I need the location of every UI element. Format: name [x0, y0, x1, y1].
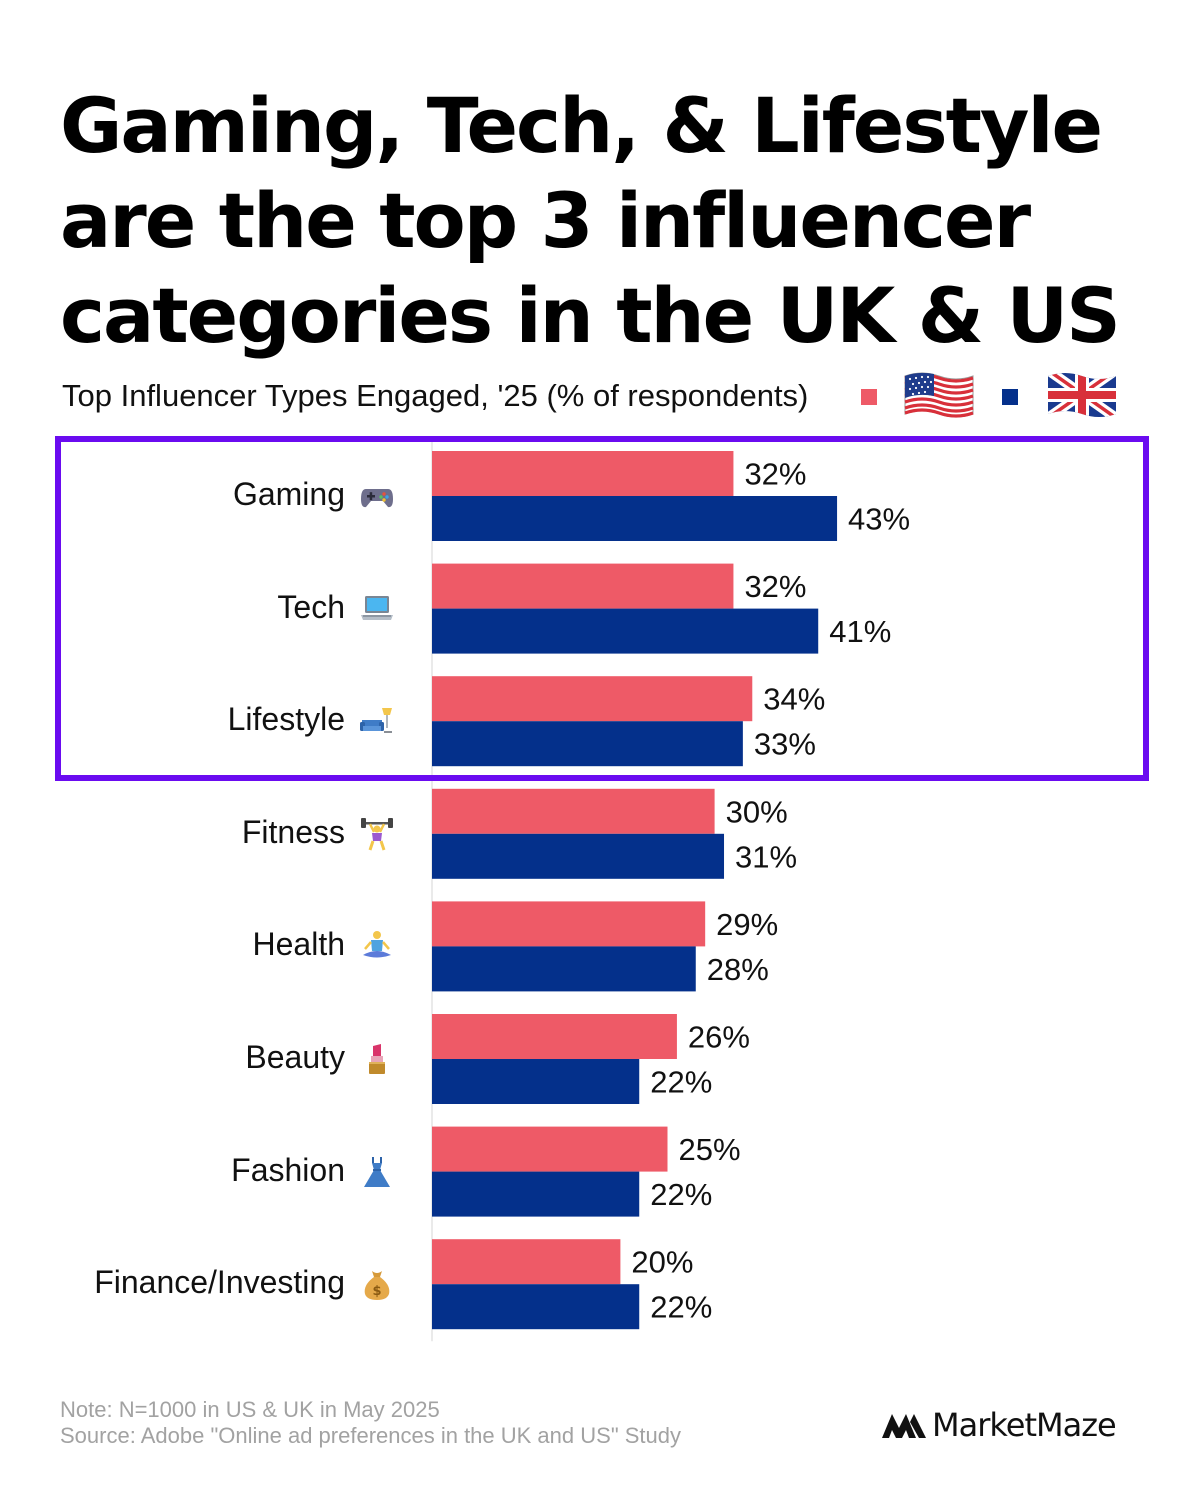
uk-flag-icon — [1048, 373, 1116, 417]
bar-us — [432, 676, 753, 722]
data-label-us: 20% — [631, 1245, 693, 1280]
top3-highlight-box — [55, 436, 1149, 781]
meditation-icon — [360, 929, 394, 963]
bar-us — [432, 1014, 677, 1059]
brand-name: MarketMaze — [932, 1406, 1117, 1444]
data-label-uk: 43% — [848, 502, 910, 537]
bar-us — [432, 1126, 668, 1172]
brand: MarketMaze — [882, 1402, 1117, 1448]
data-label-us: 30% — [726, 794, 788, 829]
data-label-us: 34% — [763, 682, 825, 717]
category-label: Fitness — [241, 813, 345, 850]
bar-uk — [432, 833, 725, 879]
data-label-us: 26% — [688, 1020, 750, 1055]
chart-subtitle: Top Influencer Types Engaged, '25 (% of … — [62, 378, 809, 413]
weightlifter-icon — [360, 817, 394, 851]
category-label: Health — [252, 926, 346, 963]
couch-and-lamp-icon — [360, 704, 394, 738]
category-label: Beauty — [245, 1039, 345, 1075]
data-label-us: 29% — [716, 907, 778, 942]
data-label-uk: 31% — [735, 839, 797, 874]
category-label: Lifestyle — [227, 701, 345, 738]
bar-uk — [432, 1059, 640, 1104]
svg-text:$: $ — [372, 1284, 381, 1299]
bar-uk — [432, 946, 696, 992]
game-controller-icon — [360, 479, 394, 513]
title-line-2: are the top 3 influencer — [60, 176, 1031, 265]
money-bag-icon: $ — [360, 1267, 394, 1301]
title-line-3: categories in the UK & US — [60, 271, 1121, 360]
data-label-uk: 33% — [754, 727, 816, 762]
bar-us — [432, 901, 706, 947]
data-label-uk: 22% — [650, 1065, 712, 1100]
category-label: Gaming — [232, 476, 345, 512]
data-label-us: 25% — [679, 1132, 741, 1167]
us-flag-icon — [904, 372, 974, 418]
chart-title: Gaming, Tech, & Lifestyle are the top 3 … — [60, 78, 1160, 363]
category-label: Fashion — [231, 1151, 345, 1188]
bar-uk — [432, 1171, 640, 1217]
bar-uk — [432, 1284, 640, 1330]
bar-uk — [432, 721, 743, 767]
marketmaze-logo-icon — [882, 1414, 926, 1438]
title-line-1: Gaming, Tech, & Lifestyle — [60, 81, 1103, 170]
data-label-uk: 22% — [650, 1177, 712, 1212]
data-label-us: 32% — [744, 569, 806, 604]
legend-swatch-uk — [1002, 389, 1018, 405]
category-label: Tech — [277, 588, 345, 625]
lipstick-icon — [360, 1042, 394, 1076]
footer-note: Note: N=1000 in US & UK in May 2025 — [60, 1397, 440, 1422]
bar-uk — [432, 496, 838, 541]
bar-uk — [432, 608, 819, 654]
bar-us — [432, 451, 734, 496]
bar-us — [432, 563, 734, 609]
footer-source: Source: Adobe "Online ad preferences in … — [60, 1423, 681, 1448]
bar-us — [432, 788, 715, 834]
data-label-uk: 22% — [650, 1290, 712, 1325]
data-label-uk: 41% — [829, 614, 891, 649]
data-label-uk: 28% — [707, 952, 769, 987]
legend-swatch-us — [861, 389, 877, 405]
data-label-us: 32% — [744, 457, 806, 492]
laptop-icon — [360, 592, 394, 626]
footer: Note: N=1000 in US & UK in May 2025 Sour… — [60, 1397, 681, 1449]
category-label: Finance/Investing — [94, 1264, 345, 1301]
bar-us — [432, 1239, 621, 1285]
dress-icon — [360, 1155, 394, 1189]
